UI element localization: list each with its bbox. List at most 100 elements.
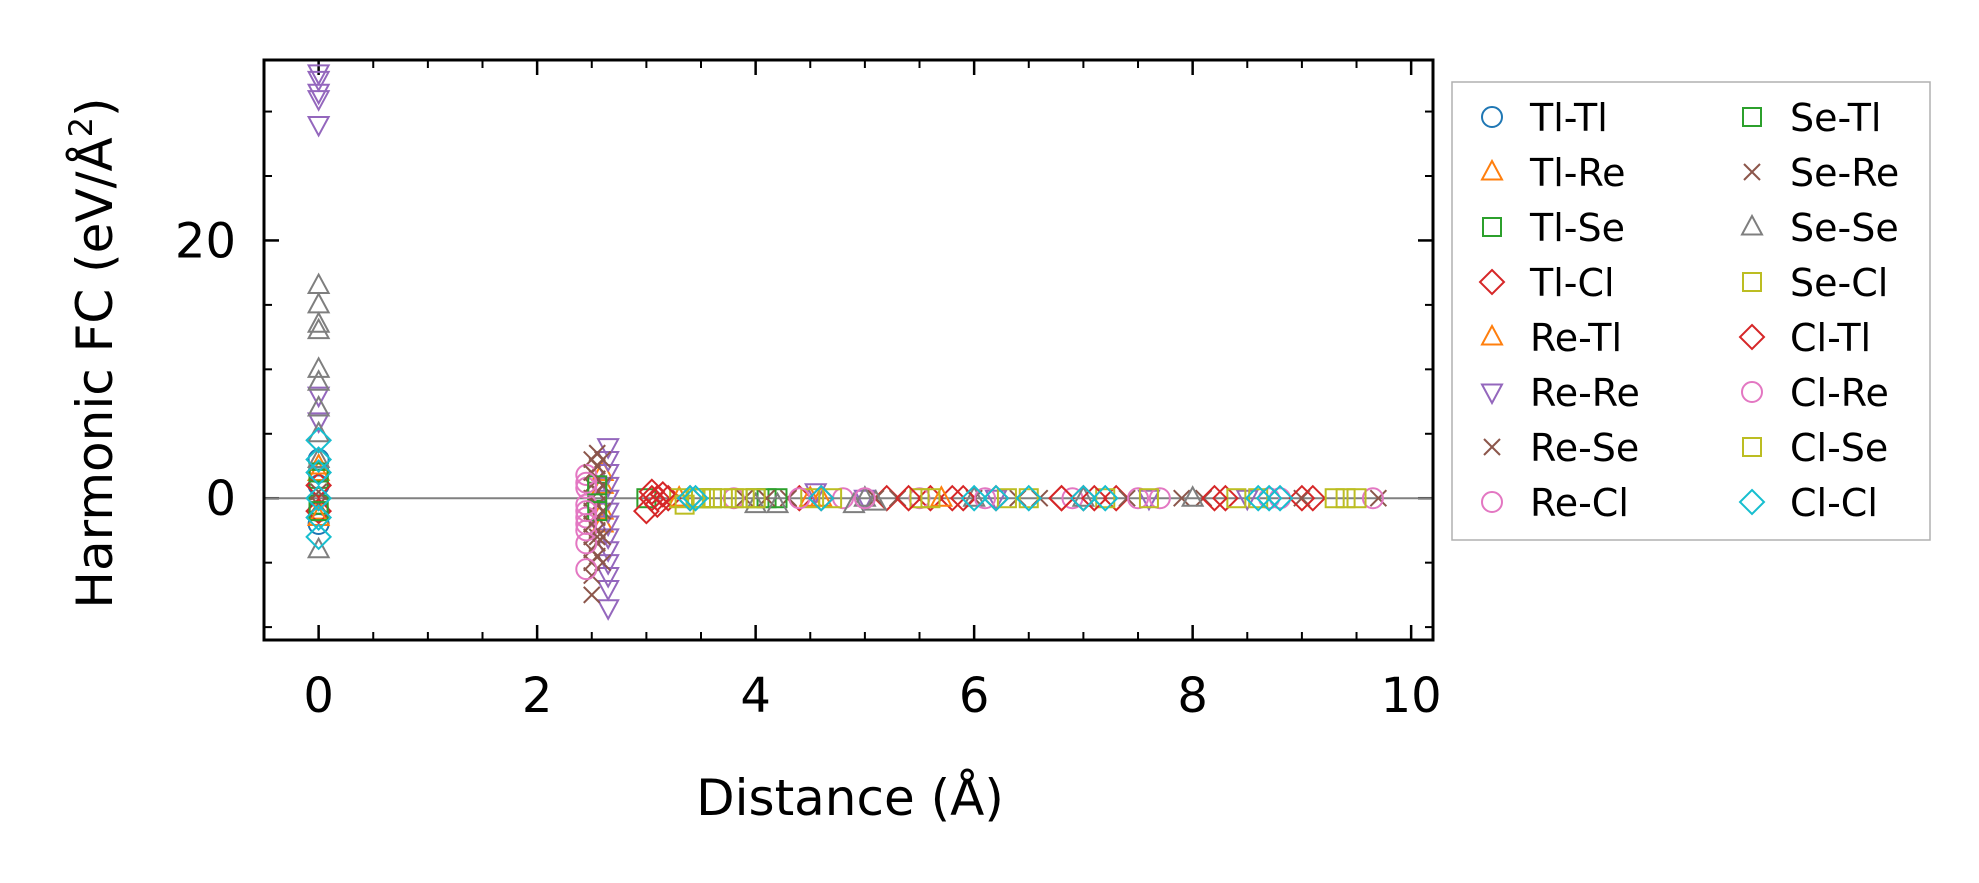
data-point-re-re: [306, 412, 331, 434]
data-point-re-re: [306, 90, 331, 112]
legend-label-re-cl: Re-Cl: [1530, 481, 1629, 525]
y-axis-label-main: Harmonic FC (eV/Å: [66, 137, 124, 608]
data-point-re-tl: [929, 485, 954, 507]
data-point-se-se: [306, 536, 331, 559]
x-stroke: [588, 444, 606, 462]
legend-marker-cl-se: [1742, 437, 1762, 457]
y-axis-label: Harmonic FC (eV/Å2): [62, 97, 124, 608]
x-stroke: [588, 528, 606, 546]
data-point-tl-cl: [643, 484, 671, 512]
legend-label-se-re: Se-Re: [1790, 151, 1899, 195]
x-stroke: [1483, 438, 1501, 456]
data-point-re-re: [596, 599, 620, 621]
legend-label-re-tl: Re-Tl: [1530, 316, 1622, 360]
x-stroke: [309, 483, 328, 501]
data-point-cl-cl: [305, 459, 333, 486]
legend-item-re-tl: Re-Tl: [1480, 316, 1622, 360]
data-point-se-cl: [723, 488, 744, 509]
data-point-cl-cl: [807, 484, 835, 512]
legend-item-se-se: Se-Se: [1740, 206, 1899, 250]
legend-item-cl-cl: Cl-Cl: [1738, 481, 1878, 525]
tick-labels: 0 2 4 6 8 10 0 20: [175, 213, 1442, 724]
legend-label-se-cl: Se-Cl: [1790, 261, 1888, 305]
x-tick-label: 0: [303, 668, 334, 724]
minor-ticks: [263, 60, 1433, 640]
data-point-re-cl: [575, 506, 598, 529]
legend-marker-tl-re: [1480, 158, 1504, 181]
legend-item-se-cl: Se-Cl: [1742, 261, 1888, 305]
data-point-cl-se: [674, 494, 695, 515]
data-point-se-tl: [587, 501, 608, 522]
series-cl-re: [575, 471, 1281, 535]
data-point-re-re: [804, 483, 828, 505]
data-point-re-cl: [1361, 487, 1384, 510]
legend-label-tl-re: Tl-Re: [1529, 151, 1626, 195]
data-point-re-re: [596, 579, 620, 602]
data-point-re-se: [593, 553, 612, 572]
legend-label-re-re: Re-Re: [1530, 371, 1640, 415]
data-point-se-cl: [1346, 488, 1367, 509]
series-cl-cl: [305, 426, 1294, 551]
legend-label-cl-cl: Cl-Cl: [1790, 481, 1878, 525]
legend-item-tl-se: Tl-Se: [1482, 206, 1625, 250]
data-point-se-tl: [308, 501, 329, 522]
data-point-se-re: [1173, 489, 1191, 507]
x-stroke: [583, 515, 601, 533]
legend-label-cl-re: Cl-Re: [1790, 371, 1889, 415]
data-point-se-se: [864, 488, 888, 511]
data-point-re-cl: [575, 558, 598, 581]
legend-marker-cl-cl: [1738, 488, 1766, 516]
data-point-re-cl: [575, 464, 598, 487]
data-point-cl-re: [1258, 487, 1281, 510]
y-tick-label: 0: [205, 471, 236, 527]
data-point-cl-re: [853, 487, 876, 510]
data-point-cl-cl: [305, 484, 333, 512]
x-tick-label: 10: [1381, 668, 1442, 724]
data-point-cl-cl: [682, 484, 709, 512]
legend-marker-tl-tl: [1481, 106, 1503, 128]
data-point-re-cl: [1148, 487, 1171, 510]
major-ticks: [264, 60, 1433, 640]
data-point-se-se: [306, 311, 331, 333]
legend-item-re-re: Re-Re: [1480, 371, 1640, 415]
legend-marker-se-se: [1740, 213, 1764, 236]
legend-item-tl-tl: Tl-Tl: [1481, 96, 1608, 140]
data-point-re-re: [306, 115, 331, 138]
x-tick-label: 6: [959, 668, 990, 724]
x-axis-label: Distance (Å): [696, 769, 1004, 827]
legend-label-re-se: Re-Se: [1530, 426, 1639, 470]
data-point-cl-se: [1138, 488, 1159, 509]
legend-marker-cl-tl: [1738, 323, 1766, 351]
legend-label-cl-tl: Cl-Tl: [1790, 316, 1871, 360]
data-point-cl-cl: [960, 484, 988, 512]
legend-marker-re-re: [1480, 383, 1504, 406]
legend-item-re-cl: Re-Cl: [1481, 481, 1629, 525]
data-point-se-cl: [1324, 488, 1345, 509]
data-point-cl-se: [1018, 488, 1039, 509]
data-markers: [305, 64, 1388, 621]
legend-marker-se-tl: [1742, 107, 1762, 127]
legend-item-re-se: Re-Se: [1483, 426, 1639, 470]
data-point-se-se: [306, 446, 331, 469]
data-point-se-re: [583, 515, 601, 533]
legend-item-cl-tl: Cl-Tl: [1738, 316, 1871, 360]
data-point-cl-re: [974, 487, 997, 510]
legend-marker-re-tl: [1480, 323, 1504, 346]
data-point-tl-cl: [1212, 484, 1239, 512]
data-point-cl-tl: [895, 484, 923, 512]
data-point-cl-cl: [305, 426, 333, 454]
legend-item-se-re: Se-Re: [1743, 151, 1899, 195]
data-point-cl-cl: [305, 504, 333, 531]
data-point-re-re: [306, 386, 331, 409]
data-point-se-se: [743, 491, 768, 514]
data-point-cl-tl: [643, 491, 671, 519]
data-point-re-re: [1235, 489, 1259, 512]
data-point-re-re: [306, 70, 331, 93]
x-stroke: [1173, 489, 1191, 507]
data-point-re-se: [309, 483, 328, 501]
data-point-re-tl: [798, 485, 822, 507]
data-point-cl-cl: [676, 484, 704, 512]
data-point-se-se: [1180, 485, 1205, 507]
data-point-cl-re: [1127, 487, 1150, 510]
